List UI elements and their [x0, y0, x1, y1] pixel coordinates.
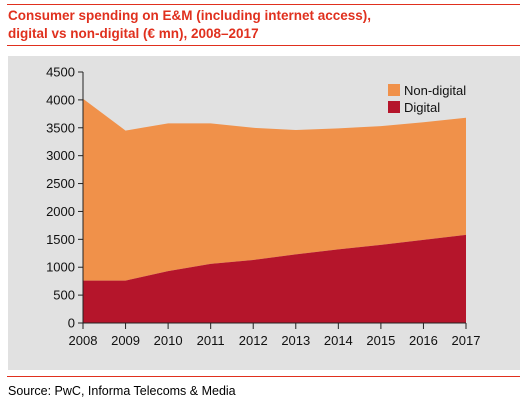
y-tick-label: 3000 [46, 148, 75, 163]
x-tick-label: 2015 [366, 333, 395, 348]
y-tick-label: 2000 [46, 204, 75, 219]
x-tick-label: 2016 [409, 333, 438, 348]
x-tick-label: 2013 [281, 333, 310, 348]
title-top-rule [7, 4, 520, 5]
legend-label-non-digital: Non-digital [404, 83, 466, 98]
y-tick-label: 1000 [46, 260, 75, 275]
y-tick-label: 1500 [46, 232, 75, 247]
x-tick-label: 2008 [69, 333, 98, 348]
chart-title: Consumer spending on E&M (including inte… [8, 7, 518, 43]
x-tick-label: 2014 [324, 333, 353, 348]
legend-label-digital: Digital [404, 100, 440, 115]
x-tick-label: 2009 [111, 333, 140, 348]
y-tick-label: 0 [68, 316, 75, 331]
series-area-digital [83, 234, 466, 323]
x-tick-label: 2010 [154, 333, 183, 348]
legend-swatch-digital [388, 101, 400, 113]
x-tick-label: 2012 [239, 333, 268, 348]
chart-title-line-1: Consumer spending on E&M (including inte… [8, 8, 372, 23]
y-tick-label: 4000 [46, 92, 75, 107]
y-tick-label: 4500 [46, 65, 75, 80]
legend-swatch-non-digital [388, 84, 400, 96]
y-tick-label: 2500 [46, 176, 75, 191]
source-top-rule [7, 376, 520, 377]
x-tick-label: 2017 [452, 333, 481, 348]
source-note: Source: PwC, Informa Telecoms & Media [8, 384, 236, 398]
chart-title-line-2: digital vs non-digital (€ mn), 2008–2017 [8, 26, 259, 41]
y-tick-label: 500 [53, 288, 75, 303]
y-tick-label: 3500 [46, 120, 75, 135]
title-bottom-rule [7, 45, 520, 46]
series-area-non-digital [83, 98, 466, 281]
x-tick-label: 2011 [197, 333, 225, 348]
